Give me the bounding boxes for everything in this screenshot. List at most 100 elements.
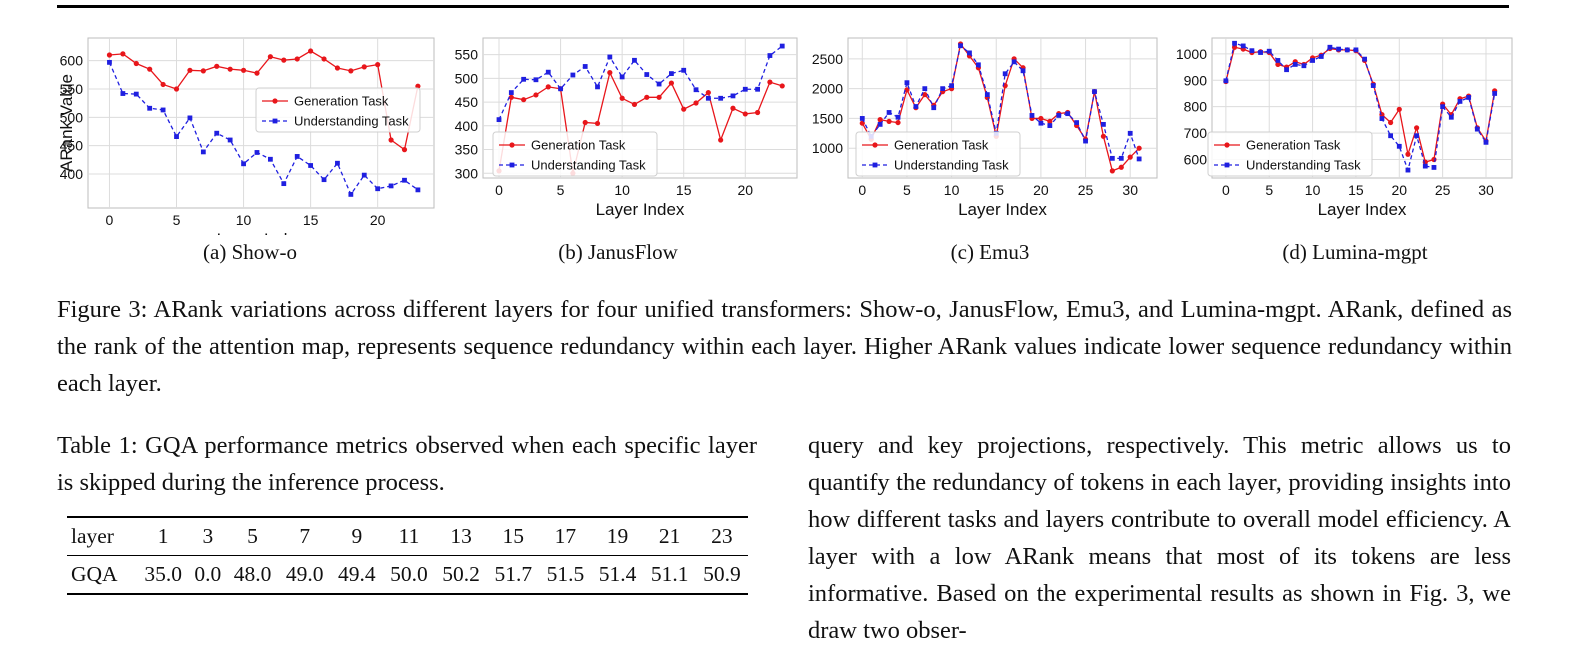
legend-understanding-label: Understanding Task: [531, 158, 646, 173]
generation-point: [1118, 164, 1124, 170]
generation-point: [594, 120, 601, 127]
understanding-point: [949, 83, 954, 89]
understanding-point: [214, 130, 220, 136]
understanding-point: [1038, 120, 1044, 126]
table-header-cell: 13: [435, 517, 488, 556]
y-tick-label: 450: [455, 94, 479, 110]
understanding-point: [1029, 113, 1035, 118]
understanding-point: [1379, 116, 1385, 121]
figure-caption: Figure 3: ARank variations across differ…: [57, 296, 1512, 397]
understanding-point: [895, 114, 901, 120]
x-tick-label: 5: [903, 182, 911, 198]
understanding-point: [1266, 48, 1272, 54]
legend-understanding-label: Understanding Task: [1246, 158, 1361, 173]
generation-point: [693, 100, 699, 106]
legend-box: [255, 87, 421, 133]
y-tick-label: 1000: [812, 140, 843, 156]
understanding-point: [1414, 133, 1420, 139]
legend: Generation Task Understanding Task: [1207, 131, 1373, 177]
y-tick-label: 1000: [1176, 46, 1207, 62]
understanding-point: [886, 110, 892, 115]
understanding-point: [570, 72, 576, 78]
generation-point: [294, 56, 300, 62]
x-tick-label: 20: [1033, 182, 1049, 198]
understanding-point: [133, 91, 139, 97]
y-tick-label: 450: [60, 138, 83, 154]
understanding-point: [1002, 71, 1008, 77]
understanding-point: [1466, 95, 1472, 100]
x-tick-label: 25: [1435, 182, 1451, 198]
subcaption-show-o: (a) Show-o: [203, 240, 297, 264]
x-tick-label: 25: [1078, 182, 1094, 198]
y-tick-label: 350: [455, 142, 479, 158]
understanding-point: [160, 107, 166, 113]
legend-understanding-marker: [272, 118, 278, 124]
understanding-point: [1422, 163, 1428, 169]
generation-point: [718, 137, 724, 143]
understanding-point: [1258, 50, 1263, 55]
chart-svg: 0 5 10 15 20 25 30 600 700 800 900 1000 Layer Index G…: [1176, 37, 1513, 219]
understanding-point: [1011, 59, 1017, 65]
table-header-cell: 17: [539, 517, 592, 556]
y-tick-label: 600: [60, 53, 83, 69]
legend-generation-label: Generation Task: [531, 138, 626, 153]
understanding-point: [1083, 138, 1088, 144]
generation-point: [1231, 44, 1238, 50]
understanding-point: [1020, 68, 1026, 74]
understanding-point: [730, 93, 736, 99]
table-header-cell: 1: [137, 517, 190, 556]
table-cell: 49.0: [285, 562, 324, 586]
table-cell: 50.9: [703, 562, 741, 586]
y-tick-label: 400: [455, 118, 479, 134]
understanding-point: [1118, 155, 1124, 161]
table-cell: 0.0: [194, 562, 222, 586]
understanding-point: [1092, 89, 1097, 95]
generation-point: [668, 80, 674, 86]
table-header-cell: 5: [226, 517, 279, 556]
understanding-point: [1344, 47, 1350, 53]
chart-svg: 0 5 10 15 20 300 350 400 450 500 550 Layer Index Gen…: [455, 37, 798, 219]
chart-svg: 0 5 10 15 20 25 30 1000 1500 2000 2500 Layer Index G…: [812, 37, 1158, 219]
table-cell: GQA: [71, 562, 118, 586]
y-tick-label: 2500: [812, 51, 843, 67]
understanding-point: [975, 62, 981, 68]
x-tick-label: 5: [173, 212, 181, 228]
understanding-point: [107, 59, 112, 65]
legend-box: [492, 131, 658, 177]
generation-point: [742, 111, 748, 117]
understanding-point: [508, 90, 514, 95]
understanding-point: [1232, 40, 1237, 46]
x-tick-label: 10: [1305, 182, 1321, 198]
understanding-point: [958, 43, 963, 49]
x-tick-label: 0: [106, 212, 114, 228]
table-cell: 51.1: [650, 562, 689, 586]
understanding-point: [1396, 143, 1402, 149]
understanding-point: [415, 187, 421, 193]
generation-point: [877, 117, 883, 123]
understanding-point: [1405, 167, 1411, 173]
understanding-point: [1065, 111, 1071, 117]
x-tick-label: 20: [1391, 182, 1407, 198]
generation-point: [173, 86, 180, 92]
chart-janusflow: 0 5 10 15 20 300 350 400 450 500 550 Layer Index Gen…: [445, 30, 800, 235]
generation-point: [545, 84, 551, 90]
y-tick-label: 2000: [812, 81, 843, 97]
x-tick-label: 15: [988, 182, 1004, 198]
table-header-cell: 15: [487, 517, 540, 556]
understanding-point: [1353, 47, 1359, 53]
x-tick-label: 0: [495, 182, 503, 198]
table-header-cell: 3: [189, 517, 227, 556]
understanding-point: [1388, 133, 1394, 139]
understanding-point: [859, 116, 865, 121]
generation-point: [886, 118, 892, 125]
understanding-point: [755, 86, 760, 92]
legend-generation-label: Generation Task: [294, 94, 389, 109]
y-tick-label: 400: [60, 166, 83, 182]
x-tick-label: 0: [858, 182, 866, 198]
generation-point: [214, 63, 220, 69]
x-tick-label: 5: [1265, 182, 1273, 198]
understanding-point: [767, 53, 773, 58]
x-tick-label: 15: [676, 182, 692, 198]
x-axis-label: Layer Index: [217, 230, 306, 235]
understanding-point: [1327, 44, 1333, 50]
